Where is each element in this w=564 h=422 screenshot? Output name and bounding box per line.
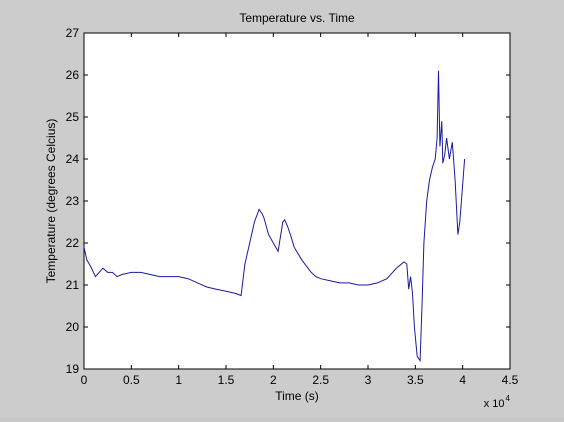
x-axis-multiplier: x 104 xyxy=(484,394,511,410)
x-tick-label: 3 xyxy=(365,373,372,387)
chart-title: Temperature vs. Time xyxy=(239,11,355,25)
x-multiplier-exponent: 4 xyxy=(506,394,511,403)
x-tick-label: 1 xyxy=(175,373,182,387)
y-tick-label: 26 xyxy=(66,68,80,82)
x-tick-label: 2 xyxy=(270,373,277,387)
y-axis-label: Temperature (degrees Celcius) xyxy=(44,119,58,284)
y-tick-label: 23 xyxy=(66,194,80,208)
x-tick-label: 0.5 xyxy=(123,373,140,387)
y-tick-label: 22 xyxy=(66,236,80,250)
y-tick-label: 21 xyxy=(66,278,80,292)
x-tick-label: 1.5 xyxy=(218,373,235,387)
x-multiplier-base: x 10 xyxy=(484,398,505,410)
x-tick-label: 2.5 xyxy=(312,373,329,387)
x-tick-label: 4 xyxy=(459,373,466,387)
plot-area xyxy=(84,33,510,369)
y-tick-label: 25 xyxy=(66,110,80,124)
y-tick-label: 24 xyxy=(66,152,80,166)
y-tick-label: 19 xyxy=(66,362,80,376)
y-tick-label: 20 xyxy=(66,320,80,334)
x-tick-label: 4.5 xyxy=(502,373,519,387)
y-tick-label: 27 xyxy=(66,26,80,40)
x-axis-label: Time (s) xyxy=(275,389,319,403)
x-tick-label: 3.5 xyxy=(407,373,424,387)
x-tick-label: 0 xyxy=(81,373,88,387)
